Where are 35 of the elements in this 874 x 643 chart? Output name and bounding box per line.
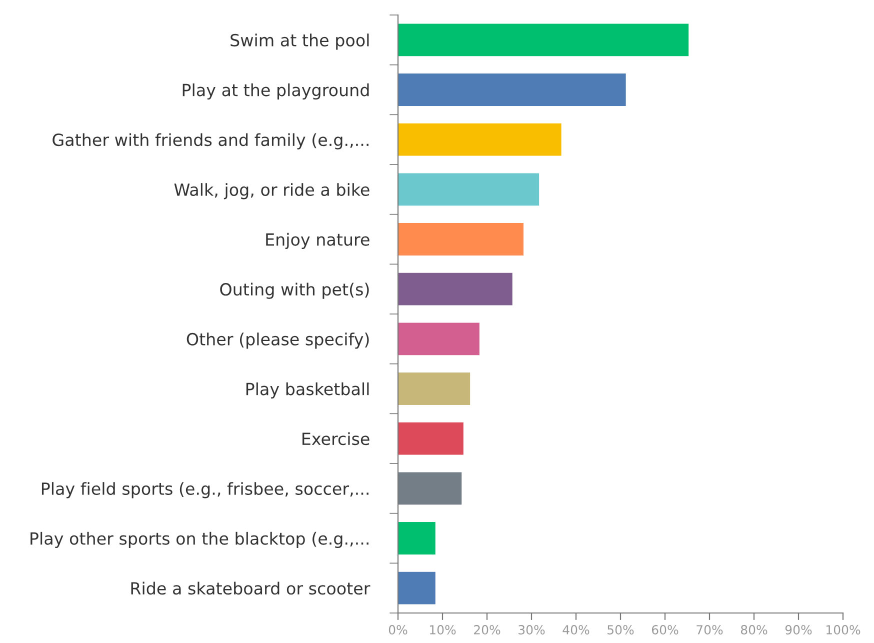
x-tick-label: 100% xyxy=(826,625,860,634)
y-tick-label: Swim at the pool xyxy=(230,34,369,50)
bar xyxy=(398,24,689,56)
y-tick-label: Exercise xyxy=(302,432,370,446)
y-tick-label: Play at the playground xyxy=(182,83,369,100)
x-tick-label: 40% xyxy=(562,625,590,634)
x-tick-label: 0% xyxy=(388,625,408,634)
x-tick-label: 90% xyxy=(785,625,812,634)
bar xyxy=(398,322,480,356)
y-tick-label: Other (please specify) xyxy=(186,332,369,349)
bar xyxy=(398,572,436,604)
y-tick-label: Enjoy nature xyxy=(266,232,370,250)
bar xyxy=(398,123,562,156)
bar xyxy=(398,272,512,306)
bar xyxy=(398,522,436,554)
y-tick-label: Gather with friends and family (e.g.,... xyxy=(52,133,368,150)
x-tick-label: 50% xyxy=(608,625,634,634)
bar xyxy=(398,173,540,206)
bar xyxy=(398,472,462,505)
bar xyxy=(398,422,464,455)
bar xyxy=(398,372,470,405)
y-tick-label: Play other sports on the blacktop (e.g.,... xyxy=(30,532,368,548)
x-tick-label: 80% xyxy=(740,625,768,634)
bar xyxy=(398,74,626,106)
y-tick-label: Outing with pet(s) xyxy=(220,282,369,299)
y-tick-label: Walk, jog, or ride a bike xyxy=(174,183,370,200)
x-tick-label: 70% xyxy=(696,625,723,634)
x-tick-label: 20% xyxy=(474,625,500,634)
y-tick-label: Play basketball xyxy=(246,382,369,399)
y-tick-label: Ride a skateboard or scooter xyxy=(131,582,370,595)
x-tick-label: 30% xyxy=(518,625,545,634)
x-tick-label: 10% xyxy=(430,625,456,634)
bar xyxy=(398,223,524,256)
y-tick-label: Play field sports (e.g., frisbee, soccer,... xyxy=(42,482,368,498)
x-tick-label: 60% xyxy=(652,625,678,634)
